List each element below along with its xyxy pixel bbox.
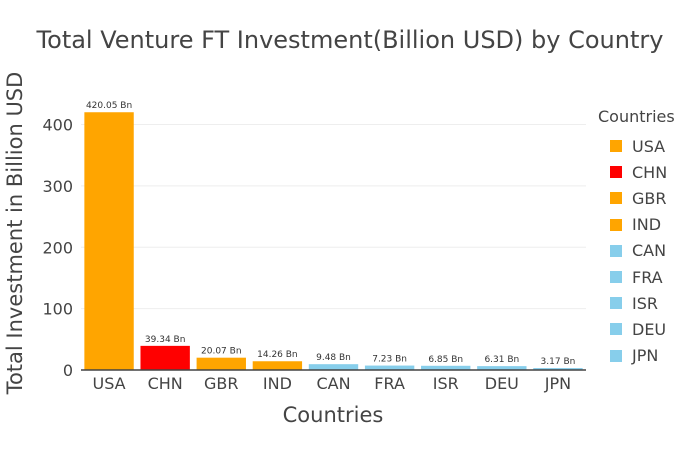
bar-deu[interactable] [477, 366, 527, 370]
y-tick-label: 100 [42, 300, 73, 319]
x-tick-label: DEU [485, 374, 519, 393]
bar-fra[interactable] [364, 365, 415, 370]
legend-swatch [610, 166, 622, 179]
x-tick-label: CHN [148, 374, 183, 393]
data-label: 9.48 Bn [316, 353, 351, 363]
legend-item-fra[interactable]: FRA [598, 264, 696, 290]
legend-item-chn[interactable]: CHN [598, 159, 696, 185]
legend-label: FRA [632, 267, 663, 287]
legend-item-deu[interactable]: DEU [598, 316, 696, 342]
x-axis-title: Countries [283, 403, 384, 427]
x-tick-label: ISR [433, 374, 459, 393]
bar-layer [84, 112, 583, 371]
y-tick-label: 400 [42, 116, 73, 135]
legend-swatch [610, 140, 622, 153]
legend-item-usa[interactable]: USA [598, 133, 696, 159]
grid-layer [81, 124, 586, 310]
legend-label: DEU [632, 319, 667, 339]
bar-gbr[interactable] [196, 357, 246, 370]
y-axis-title: Total Investment in Billion USD [3, 72, 27, 396]
legend-label: GBR [632, 188, 667, 208]
data-label: 420.05 Bn [86, 101, 132, 111]
bar-usa[interactable] [84, 112, 134, 371]
data-label: 14.26 Bn [257, 350, 298, 360]
legend-swatch [610, 192, 622, 205]
x-tick-label: FRA [374, 374, 405, 393]
data-label: 6.31 Bn [484, 355, 519, 365]
x-tick-label: JPN [544, 374, 571, 393]
data-label: 20.07 Bn [201, 347, 242, 357]
x-tick-label: USA [93, 374, 126, 393]
chart-title: Total Venture FT Investment(Billion USD)… [36, 26, 664, 54]
legend-item-isr[interactable]: ISR [598, 290, 696, 316]
legend-label: JPN [632, 346, 659, 366]
data-label: 39.34 Bn [145, 335, 186, 345]
legend-swatch [610, 218, 622, 231]
legend-swatch [610, 349, 622, 362]
bar-chn[interactable] [140, 345, 190, 370]
legend-item-can[interactable]: CAN [598, 238, 696, 264]
legend-label: CHN [632, 162, 668, 182]
y-tick-label: 0 [63, 361, 73, 380]
legend-swatch [610, 244, 622, 257]
x-tick-label: GBR [204, 374, 239, 393]
legend-item-gbr[interactable]: GBR [598, 185, 696, 211]
bar-ind[interactable] [252, 361, 303, 370]
data-label: 7.23 Bn [372, 355, 407, 365]
legend-swatch [610, 323, 622, 336]
legend-label: CAN [632, 241, 667, 261]
bar-can[interactable] [308, 364, 359, 370]
legend-label: USA [632, 136, 666, 156]
data-label: 3.17 Bn [541, 357, 576, 367]
x-tick-label: IND [263, 374, 292, 393]
legend: Countries USA CHN GBR IND CAN FRA ISR DEU JPN [598, 107, 696, 369]
axis-layer: 0 100 200 300 400 USA CHN GBR IND CAN FRA ISR DEU JPN [42, 116, 586, 393]
bar-isr[interactable] [421, 365, 471, 370]
legend-items: USA CHN GBR IND CAN FRA ISR DEU JPN [598, 133, 696, 369]
legend-title: Countries [598, 107, 675, 126]
data-label-layer: 420.05 Bn 39.34 Bn 20.07 Bn 14.26 Bn 9.48 Bn… [86, 101, 575, 367]
legend-swatch [610, 297, 622, 310]
data-label: 6.85 Bn [428, 355, 463, 365]
y-tick-label: 300 [42, 177, 73, 196]
legend-swatch [610, 271, 622, 284]
legend-label: IND [632, 215, 662, 235]
legend-item-jpn[interactable]: JPN [598, 343, 696, 369]
legend-item-ind[interactable]: IND [598, 212, 696, 238]
x-tick-label: CAN [316, 374, 350, 393]
y-tick-label: 200 [42, 238, 73, 257]
legend-label: ISR [632, 293, 658, 313]
bar-jpn[interactable] [533, 368, 583, 370]
